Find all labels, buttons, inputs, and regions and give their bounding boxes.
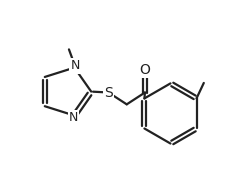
Text: S: S bbox=[104, 85, 113, 100]
Text: N: N bbox=[71, 59, 80, 72]
Text: O: O bbox=[140, 63, 150, 77]
Text: N: N bbox=[69, 111, 78, 124]
